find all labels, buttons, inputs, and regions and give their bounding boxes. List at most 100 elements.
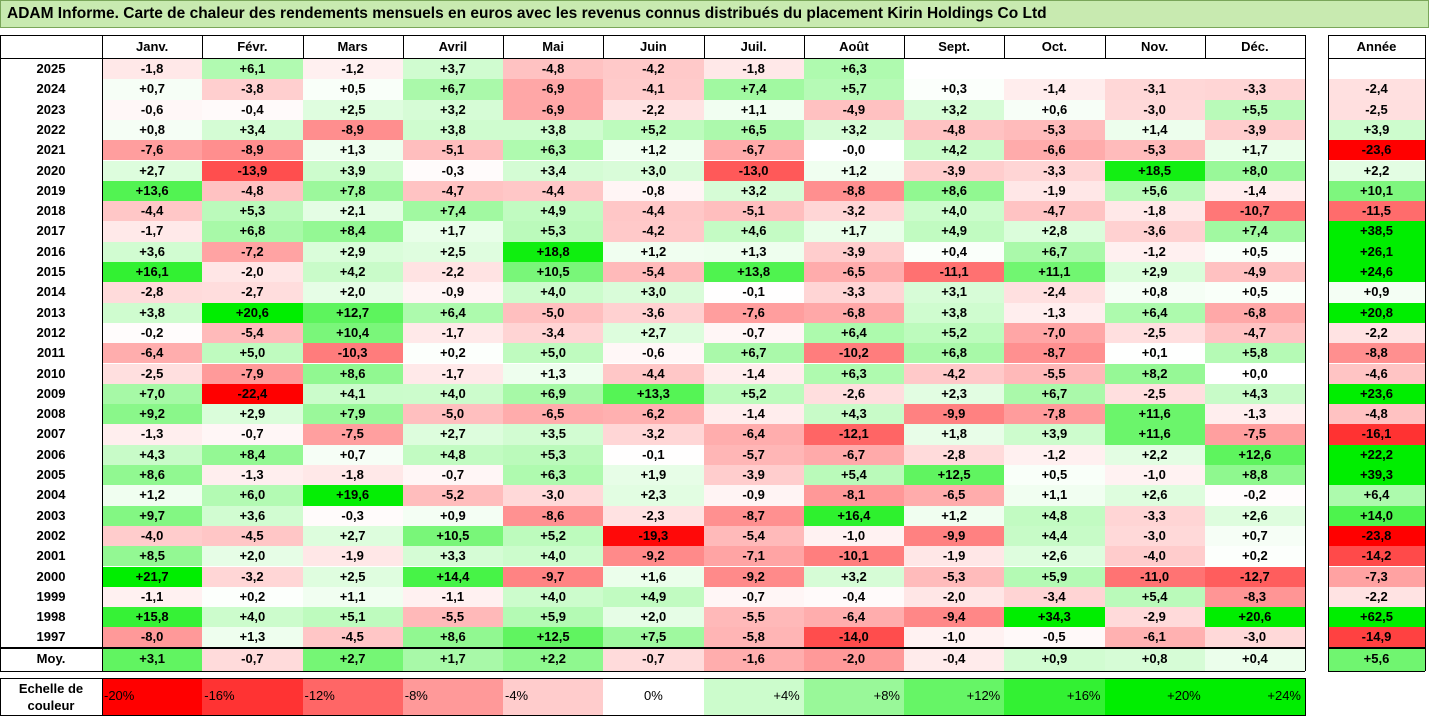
- annual-cell: +24,6: [1328, 262, 1425, 283]
- year-label: 2001: [0, 546, 102, 567]
- heatmap-cell: -6,1: [1104, 627, 1205, 648]
- heatmap-cell: -4,9: [1204, 262, 1305, 283]
- annual-cell: +26,1: [1328, 241, 1425, 262]
- scale-swatch: +4%: [703, 678, 804, 716]
- heatmap-cell: -3,6: [1104, 221, 1205, 242]
- heatmap-cell: -3,9: [803, 241, 904, 262]
- heatmap-cell: +5,4: [803, 465, 904, 486]
- heatmap-cell: -10,3: [302, 343, 403, 364]
- heatmap-cell: -0,4: [803, 586, 904, 608]
- year-label: 2016: [0, 241, 102, 262]
- heatmap-cell: +20,6: [1204, 607, 1305, 628]
- table-border-header-bottom: [0, 58, 1305, 59]
- heatmap-cell: -13,9: [202, 160, 303, 181]
- annual-cell: +6,4: [1328, 485, 1425, 506]
- heatmap-cell: +8,4: [302, 221, 403, 242]
- heatmap-cell: -3,3: [1104, 505, 1205, 526]
- average-cell: -1,6: [703, 647, 804, 671]
- heatmap-cell: -5,5: [402, 607, 503, 628]
- heatmap-cell: -0,9: [703, 485, 804, 506]
- month-header: Juin: [603, 35, 704, 59]
- header-divider: [904, 35, 905, 59]
- heatmap-cell: +3,1: [904, 282, 1005, 303]
- heatmap-cell: -3,4: [1004, 586, 1105, 608]
- annual-cell: +39,3: [1328, 465, 1425, 486]
- heatmap-cell: +5,2: [603, 119, 704, 141]
- month-header: Mai: [503, 35, 604, 59]
- heatmap-cell: +4,0: [402, 383, 503, 405]
- heatmap-cell: +0,9: [402, 505, 503, 526]
- heatmap-cell: -1,3: [1204, 404, 1305, 425]
- heatmap-cell: -6,5: [503, 404, 604, 425]
- heatmap-cell: +6,8: [202, 221, 303, 242]
- heatmap-cell: +1,8: [904, 424, 1005, 445]
- heatmap-cell: -0,1: [603, 444, 704, 465]
- heatmap-cell: +6,3: [503, 465, 604, 486]
- heatmap-cell: +1,3: [503, 363, 604, 384]
- heatmap-cell: -1,3: [202, 465, 303, 486]
- heatmap-cell: +6,3: [503, 140, 604, 161]
- heatmap-cell: +4,0: [503, 282, 604, 303]
- heatmap-cell: [1104, 59, 1205, 80]
- average-cell: +1,7: [402, 647, 503, 671]
- avg-annual-bottom: [1328, 671, 1425, 672]
- heatmap-cell: +18,8: [503, 241, 604, 262]
- year-label: 2017: [0, 221, 102, 242]
- scale-swatch: 0%: [603, 678, 704, 716]
- heatmap-cell: -2,9: [1104, 607, 1205, 628]
- heatmap-cell: -3,9: [1204, 119, 1305, 141]
- heatmap-cell: +3,6: [102, 241, 203, 262]
- heatmap-cell: +1,1: [1004, 485, 1105, 506]
- heatmap-cell: +6,9: [503, 383, 604, 405]
- heatmap-cell: +4,3: [102, 444, 203, 465]
- heatmap-cell: -4,8: [503, 59, 604, 80]
- heatmap-cell: +6,4: [803, 322, 904, 344]
- heatmap-cell: +3,6: [202, 505, 303, 526]
- heatmap-cell: +3,8: [503, 119, 604, 141]
- annual-cell: -2,5: [1328, 99, 1425, 120]
- annual-cell: [1328, 59, 1425, 80]
- heatmap-cell: -1,4: [703, 404, 804, 425]
- chart-title: ADAM Informe. Carte de chaleur des rende…: [0, 0, 1429, 28]
- heatmap-cell: -4,4: [503, 180, 604, 202]
- avg-border-top: [0, 647, 1305, 648]
- heatmap-cell: +6,8: [904, 343, 1005, 364]
- heatmap-cell: +1,3: [202, 627, 303, 648]
- heatmap-cell: +7,4: [703, 79, 804, 100]
- heatmap-cell: -4,0: [1104, 546, 1205, 567]
- heatmap-cell: +6,0: [202, 485, 303, 506]
- heatmap-cell: -0,6: [102, 99, 203, 120]
- heatmap-cell: +6,7: [1004, 383, 1105, 405]
- year-label: 2011: [0, 343, 102, 364]
- scale-swatch: -12%: [302, 678, 403, 716]
- heatmap-cell: -6,5: [803, 262, 904, 283]
- average-cell: +0,8: [1104, 647, 1205, 671]
- heatmap-cell: -0,9: [402, 282, 503, 303]
- heatmap-cell: +15,8: [102, 607, 203, 628]
- heatmap-cell: +10,4: [302, 322, 403, 344]
- avg-border-divider: [102, 647, 103, 671]
- heatmap-cell: +3,8: [402, 119, 503, 141]
- scale-swatch: +20%: [1104, 678, 1205, 716]
- month-header: Févr.: [202, 35, 303, 59]
- year-label: 2022: [0, 119, 102, 141]
- heatmap-cell: +20,6: [202, 302, 303, 323]
- heatmap-cell: +3,9: [1004, 424, 1105, 445]
- scale-swatch: -20%: [102, 678, 203, 716]
- heatmap-cell: +1,3: [302, 140, 403, 161]
- heatmap-cell: +2,3: [904, 383, 1005, 405]
- month-header: Août: [803, 35, 904, 59]
- annual-cell: -4,8: [1328, 404, 1425, 425]
- heatmap-cell: +34,3: [1004, 607, 1105, 628]
- heatmap-cell: -4,2: [603, 59, 704, 80]
- heatmap-cell: +4,3: [803, 404, 904, 425]
- heatmap-cell: +0,2: [1204, 546, 1305, 567]
- heatmap-cell: +8,5: [102, 546, 203, 567]
- year-label: 1997: [0, 627, 102, 648]
- heatmap-cell: -4,4: [603, 201, 704, 222]
- heatmap-cell: +8,2: [1104, 363, 1205, 384]
- heatmap-cell: -1,4: [1004, 79, 1105, 100]
- heatmap-cell: -1,4: [703, 363, 804, 384]
- year-label: 2020: [0, 160, 102, 181]
- heatmap-cell: +4,9: [603, 586, 704, 608]
